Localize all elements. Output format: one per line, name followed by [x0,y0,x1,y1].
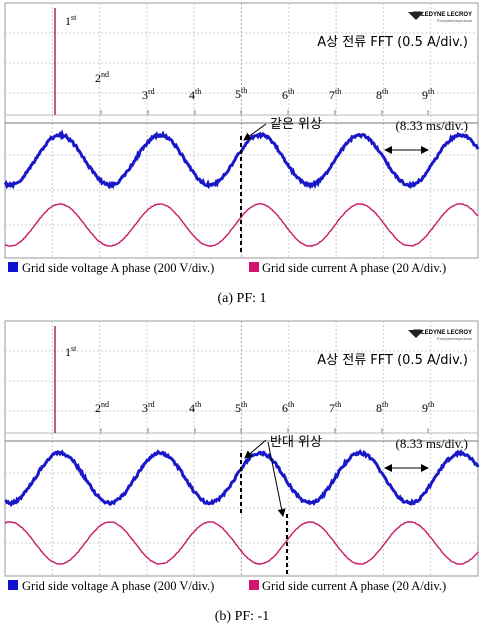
fft-label: A상 전류 FFT (0.5 A/div.) [317,35,468,50]
harmonic-suffix: th [288,87,294,96]
fft-label: A상 전류 FFT (0.5 A/div.) [317,353,468,368]
panel: TELEDYNE LECROYEverywhereyoulookA상 전류 FF… [5,3,478,306]
harmonic-suffix: st [71,344,77,353]
caption: (a) PF: 1 [218,291,267,306]
figure: TELEDYNE LECROYEverywhereyoulookA상 전류 FF… [0,0,484,630]
legend-label: Grid side current A phase (20 A/div.) [262,579,446,593]
harmonic-suffix: rd [148,87,155,96]
harmonic-suffix: th [428,87,434,96]
harmonic-suffix: th [335,400,341,409]
harmonic-suffix: th [195,400,201,409]
harmonic-suffix: th [428,400,434,409]
legend-swatch [8,262,18,272]
harmonic-suffix: th [195,87,201,96]
harmonic-suffix: nd [101,400,109,409]
harmonic-suffix: nd [101,70,109,79]
time-label: (8.33 ms/div.) [396,436,468,451]
legend-swatch [249,262,259,272]
panel: TELEDYNE LECROYEverywhereyoulookA상 전류 FF… [5,321,478,624]
harmonic-suffix: th [241,400,247,409]
brand-tagline: Everywhereyoulook [437,18,472,23]
harmonic-suffix: th [382,87,388,96]
legend-swatch [8,580,18,590]
harmonic-suffix: rd [148,400,155,409]
harmonic-suffix: th [335,87,341,96]
legend-label: Grid side voltage A phase (200 V/div.) [22,261,214,275]
caption: (b) PF: -1 [215,609,269,624]
legend-label: Grid side current A phase (20 A/div.) [262,261,446,275]
annotation: 반대 위상 [270,435,322,450]
legend-swatch [249,580,259,590]
brand-tagline: Everywhereyoulook [437,336,472,341]
time-label: (8.33 ms/div.) [396,118,468,133]
legend-label: Grid side voltage A phase (200 V/div.) [22,579,214,593]
harmonic-suffix: st [71,13,77,22]
harmonic-suffix: th [288,400,294,409]
harmonic-suffix: th [241,86,247,95]
annotation: 같은 위상 [270,117,322,132]
harmonic-suffix: th [382,400,388,409]
